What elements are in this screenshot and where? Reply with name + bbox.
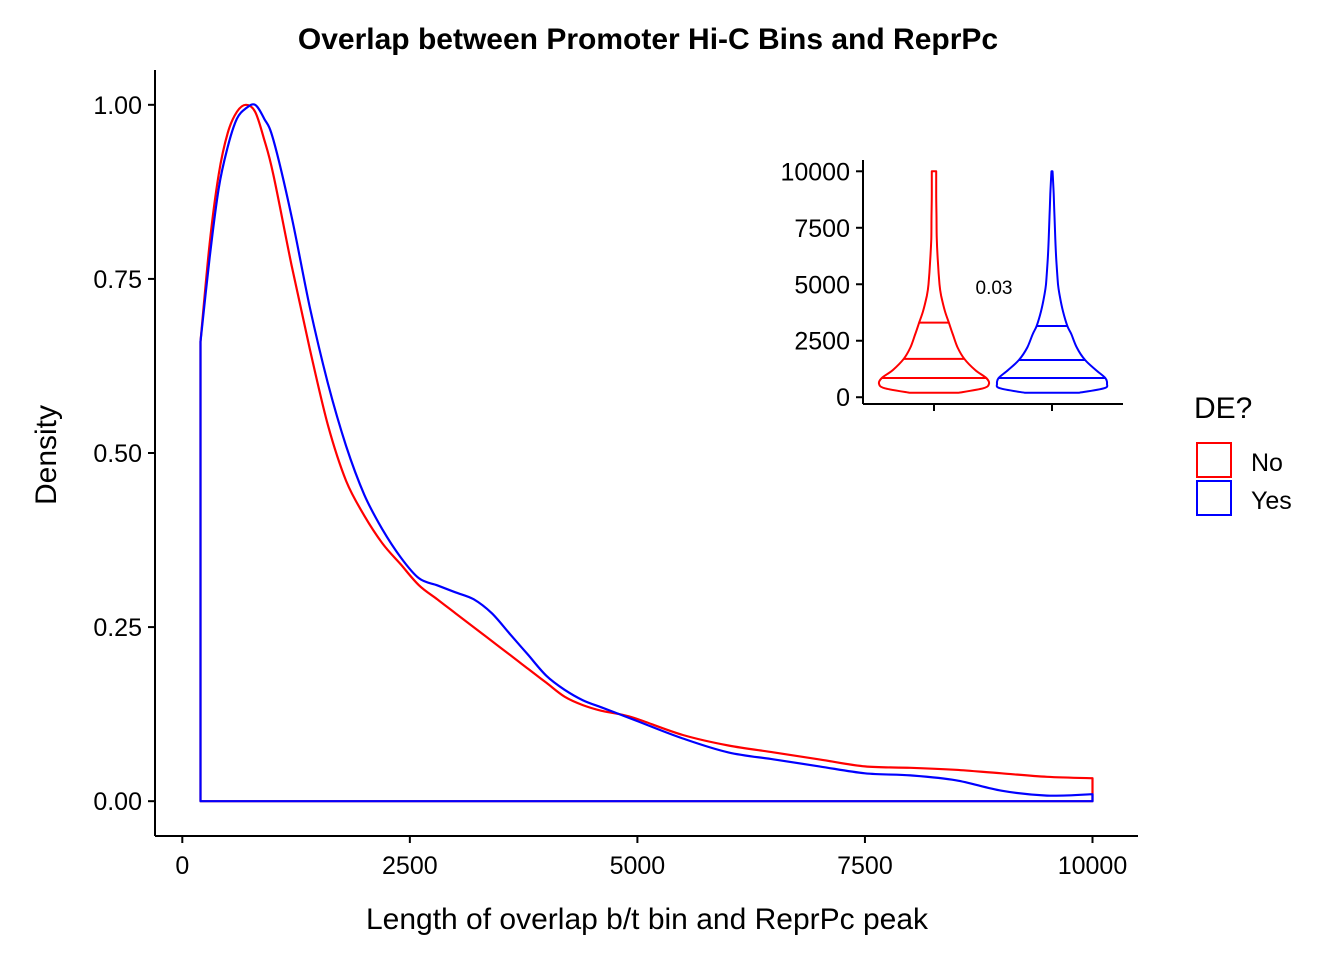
- p-value-annotation: 0.03: [976, 278, 1013, 299]
- legend-title: DE?: [1194, 392, 1252, 425]
- inset-y-tick-label: 0: [836, 384, 850, 412]
- y-tick-label: 0.25: [93, 614, 142, 642]
- inset-y-tick-label: 7500: [794, 215, 850, 243]
- x-tick-label: 2500: [382, 852, 438, 880]
- inset-y-tick-label: 5000: [794, 271, 850, 299]
- density-curve-yes: [199, 103, 1094, 803]
- violin-yes: [995, 170, 1109, 394]
- legend-item-no: No: [1196, 442, 1283, 478]
- inset-y-ticks: 0 2500 5000 7500 10000: [780, 158, 863, 412]
- legend-item-yes: Yes: [1196, 480, 1292, 516]
- legend-key-yes: [1196, 480, 1232, 516]
- x-tick-label: 7500: [837, 852, 893, 880]
- y-tick-label: 0.50: [93, 440, 142, 468]
- x-tick-label: 10000: [1058, 852, 1128, 880]
- inset-x-ticks: [933, 404, 1053, 411]
- density-series: [199, 103, 1094, 803]
- inset-y-tick-label: 2500: [794, 328, 850, 356]
- y-ticks: 0.00 0.25 0.50 0.75 1.00: [93, 92, 155, 816]
- violins: [877, 170, 1109, 394]
- chart-title: Overlap between Promoter Hi-C Bins and R…: [298, 23, 998, 56]
- inset-y-tick-label: 10000: [780, 158, 850, 186]
- legend-label-no: No: [1251, 449, 1283, 477]
- y-tick-label: 0.00: [93, 788, 142, 816]
- violin-no: [877, 170, 991, 394]
- y-tick-label: 0.75: [93, 266, 142, 294]
- legend-key-no: [1196, 442, 1232, 478]
- inset-violin-plot: 0 2500 5000 7500 10000 0.03: [780, 158, 1123, 412]
- x-tick-label: 0: [175, 852, 189, 880]
- density-plot: 0.00 0.25 0.50 0.75 1.00 0 2500 5000 7500 10000: [93, 70, 1138, 880]
- y-tick-label: 1.00: [93, 92, 142, 120]
- legend: DE? No Yes: [1194, 392, 1292, 516]
- legend-label-yes: Yes: [1251, 487, 1292, 515]
- x-axis-title: Length of overlap b/t bin and ReprPc pea…: [366, 903, 929, 936]
- x-tick-label: 5000: [610, 852, 666, 880]
- density-curve-no: [199, 103, 1094, 803]
- y-axis-title: Density: [30, 405, 63, 505]
- x-ticks: 0 2500 5000 7500 10000: [175, 836, 1127, 880]
